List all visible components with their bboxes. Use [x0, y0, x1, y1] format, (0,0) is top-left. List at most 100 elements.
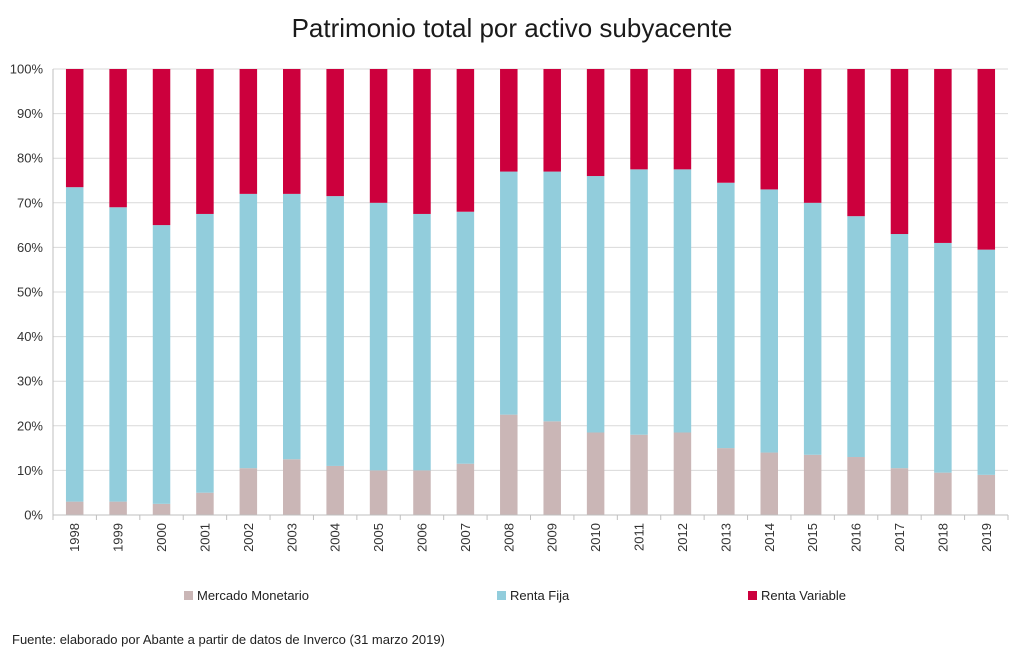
bar-segment [934, 242, 952, 473]
bar-segment [196, 213, 214, 493]
bar-segment [369, 69, 388, 203]
bar-segment [803, 202, 822, 455]
bar-segment [630, 69, 648, 170]
legend: Mercado Monetario Renta Fija Renta Variabl… [184, 588, 846, 603]
legend-swatch [748, 591, 757, 600]
y-tick-label: 60% [17, 240, 43, 255]
bar-segment [109, 207, 127, 502]
axes: 0% 10% 20% 30% 40% 50% 60% 70% 80% 90% 100% 1998 199… [10, 62, 1009, 552]
chart-title: Patrimonio total por activo subyacente [292, 13, 733, 43]
x-tick-label: 2019 [979, 523, 994, 552]
y-tick-label: 50% [17, 285, 43, 300]
x-tick-label: 2017 [892, 523, 907, 552]
bar-segment [413, 69, 431, 214]
x-tick-label: 2003 [284, 523, 299, 552]
bar-segment [890, 234, 909, 469]
bar-segment [977, 474, 996, 515]
y-tick-label: 80% [17, 151, 43, 166]
y-tick-label: 70% [17, 195, 43, 210]
legend-swatch [497, 591, 506, 600]
x-tick-label: 2001 [197, 523, 212, 552]
x-tick-label: 2007 [458, 523, 473, 552]
bar-segment [673, 69, 692, 170]
bars [65, 69, 996, 515]
bar-segment [109, 69, 127, 208]
legend-label: Mercado Monetario [197, 588, 309, 603]
bar-segment [760, 189, 778, 453]
bar-segment [847, 216, 865, 458]
x-tick-label: 2010 [588, 523, 603, 552]
bar-segment [196, 69, 214, 214]
x-tick-label: 1998 [67, 523, 82, 552]
x-tick-label: 2002 [241, 523, 256, 552]
bar-segment [673, 432, 692, 515]
bar-segment [977, 69, 996, 250]
bar-segment [152, 225, 171, 504]
bar-segment [717, 448, 735, 515]
bar-segment [326, 196, 344, 466]
bar-segment [369, 202, 388, 471]
bar-segment [847, 457, 865, 515]
x-tick-label: 2005 [371, 523, 386, 552]
x-tick-label: 2008 [501, 523, 516, 552]
bar-segment [717, 182, 735, 449]
bar-segment [152, 69, 171, 226]
bar-segment [760, 452, 778, 515]
y-tick-label: 20% [17, 418, 43, 433]
bar-segment [456, 211, 475, 464]
y-tick-label: 0% [24, 508, 43, 523]
bar-segment [239, 468, 258, 515]
x-tick-label: 2013 [718, 523, 733, 552]
source-note: Fuente: elaborado por Abante a partir de… [12, 632, 445, 647]
y-tick-label: 100% [10, 62, 44, 77]
bar-segment [283, 69, 301, 194]
bar-segment [977, 249, 996, 475]
bar-segment [586, 69, 605, 177]
bar-segment [369, 470, 388, 515]
bar-segment [326, 69, 344, 197]
bar-segment [847, 69, 865, 217]
bar-segment [760, 69, 778, 190]
y-tick-label: 10% [17, 463, 43, 478]
x-tick-label: 2018 [935, 523, 950, 552]
legend-label: Renta Variable [761, 588, 846, 603]
bar-segment [413, 470, 431, 515]
bar-segment [543, 421, 561, 515]
bar-segment [630, 434, 648, 515]
bar-segment [803, 69, 822, 203]
x-tick-label: 2006 [414, 523, 429, 552]
bar-segment [500, 69, 518, 172]
bar-segment [196, 492, 214, 515]
bar-segment [456, 463, 475, 515]
bar-segment [65, 69, 84, 188]
bar-segment [673, 169, 692, 433]
x-tick-label: 1999 [111, 523, 126, 552]
bar-segment [934, 472, 952, 515]
bar-segment [500, 171, 518, 415]
legend-label: Renta Fija [510, 588, 570, 603]
bar-segment [413, 213, 431, 471]
bar-segment [890, 468, 909, 515]
bar-segment [543, 69, 561, 172]
x-tick-label: 2004 [328, 523, 343, 552]
y-tick-label: 30% [17, 374, 43, 389]
x-tick-label: 2014 [762, 523, 777, 552]
bar-segment [586, 432, 605, 515]
bar-segment [65, 187, 84, 502]
x-tick-label: 2015 [805, 523, 820, 552]
bar-segment [109, 501, 127, 515]
bar-segment [500, 414, 518, 515]
bar-segment [239, 193, 258, 469]
bar-segment [152, 503, 171, 515]
bar-segment [283, 459, 301, 515]
bar-segment [239, 69, 258, 194]
x-tick-label: 2016 [849, 523, 864, 552]
bar-segment [543, 171, 561, 422]
y-tick-label: 40% [17, 329, 43, 344]
bar-segment [456, 69, 475, 212]
bar-segment [586, 176, 605, 433]
bar-segment [630, 169, 648, 435]
stacked-bar-chart: Patrimonio total por activo subyacente 0… [10, 13, 1009, 603]
x-tick-label: 2000 [154, 523, 169, 552]
y-tick-label: 90% [17, 106, 43, 121]
